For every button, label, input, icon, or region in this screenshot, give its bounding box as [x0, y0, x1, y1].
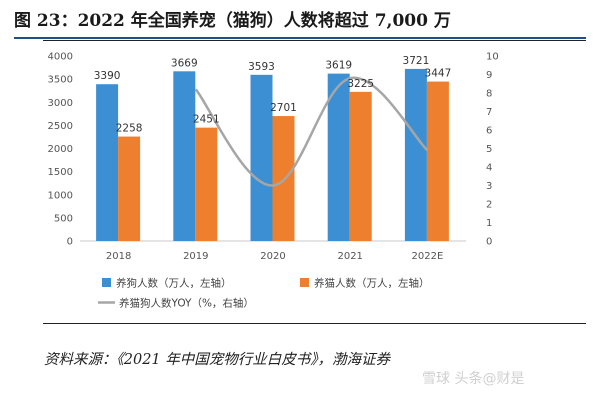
yoy-line-path: [194, 76, 429, 187]
bar-dog: [96, 84, 119, 242]
right-axis: 0 1 2 3 4 5 6 7 8 9 10: [486, 52, 499, 248]
x-axis: 2018 2019 2020 2021 2022E: [80, 240, 466, 262]
bar-value-label: 3447: [425, 68, 452, 80]
bar-value-label: 3669: [171, 57, 198, 69]
right-tick-label: 2: [486, 200, 492, 211]
category-tick-label: 2020: [260, 251, 285, 262]
bar-value-label: 2258: [116, 123, 143, 135]
left-tick-label: 4000: [48, 52, 73, 63]
category-tick-label: 2021: [337, 251, 362, 262]
left-tick-label: 0: [67, 237, 73, 248]
bar-dog: [404, 68, 427, 241]
right-tick-label: 3: [486, 181, 492, 192]
chart-frame: [43, 40, 586, 324]
bar-value-label: 2451: [193, 114, 220, 126]
chart-title: 图 23：2022 年全国养宠（猫狗）人数将超过 7,000 万: [14, 11, 451, 31]
bar-cat: [426, 81, 449, 241]
category-tick-label: 2019: [183, 251, 208, 262]
legend-label: 养猫人数（万人，左轴）: [314, 277, 430, 290]
bar-cat: [118, 136, 141, 241]
right-tick-label: 10: [486, 52, 499, 63]
legend-swatch: [300, 278, 309, 287]
right-tick-label: 1: [486, 218, 492, 229]
left-axis: 0 500 1000 1500 2000 2500 3000 3500 4000: [48, 52, 73, 248]
right-tick-label: 0: [486, 237, 492, 248]
right-tick-label: 5: [486, 144, 492, 155]
left-tick-label: 2000: [48, 144, 73, 155]
right-tick-label: 9: [486, 70, 492, 81]
title-rule: [14, 37, 586, 39]
bars: [96, 68, 449, 242]
bar-dog: [173, 71, 196, 241]
bar-value-label: 3390: [94, 70, 121, 82]
right-tick-label: 8: [486, 89, 492, 100]
left-tick-label: 500: [54, 213, 73, 224]
right-tick-label: 4: [486, 163, 492, 174]
bar-value-label: 3593: [248, 61, 275, 73]
bar-cat: [195, 127, 218, 241]
data-labels: 3390 3669 3593 3619 3721 2258 2451 2701 3225 3447: [94, 55, 452, 135]
source-note: 资料来源：《2021 年中国宠物行业白皮书》，渤海证券: [44, 352, 391, 368]
legend-swatch: [102, 278, 111, 287]
legend-label: 养狗人数（万人，左轴）: [116, 277, 232, 290]
left-tick-label: 3000: [48, 98, 73, 109]
watermark: 雪球 头条@财是: [422, 371, 525, 387]
bar-cat: [349, 91, 372, 241]
left-tick-label: 2500: [48, 121, 73, 132]
bar-dog: [327, 73, 350, 241]
bar-value-label: 3619: [325, 60, 352, 72]
bar-dog: [250, 74, 273, 241]
bar-value-label: 3225: [347, 78, 374, 90]
right-tick-label: 6: [486, 126, 492, 137]
left-tick-label: 3500: [48, 75, 73, 86]
category-tick-label: 2018: [106, 251, 131, 262]
legend: 养狗人数（万人，左轴） 养猫人数（万人，左轴） 养猫狗人数YOY（%，右轴）: [98, 277, 430, 310]
bar-value-label: 2701: [270, 102, 297, 114]
bar-value-label: 3721: [403, 55, 430, 67]
left-tick-label: 1000: [48, 190, 73, 201]
left-tick-label: 1500: [48, 167, 73, 178]
right-tick-label: 7: [486, 107, 492, 118]
yoy-line: [194, 76, 429, 187]
legend-label: 养猫狗人数YOY（%，右轴）: [119, 297, 254, 310]
category-tick-label: 2022E: [412, 251, 444, 262]
